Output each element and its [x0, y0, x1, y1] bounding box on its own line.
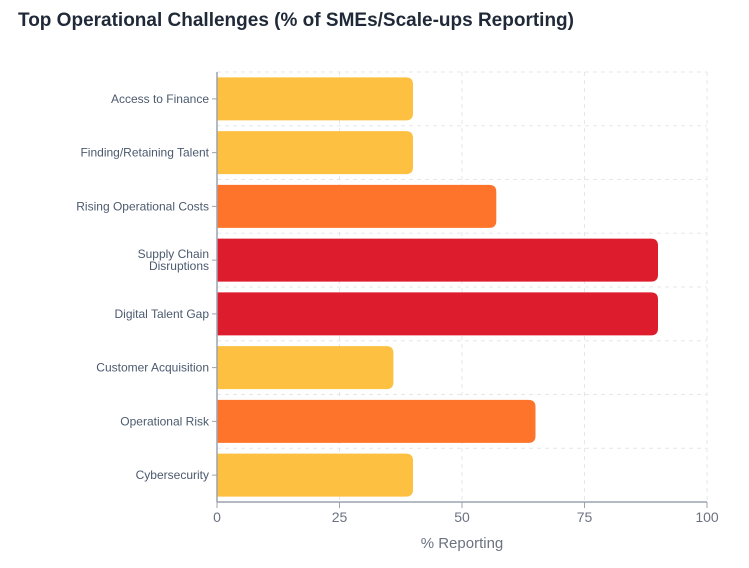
- chart-title: Top Operational Challenges (% of SMEs/Sc…: [18, 10, 574, 31]
- y-tick-labels: Access to Finance Finding/Retaining Talen…: [76, 92, 210, 482]
- y-tick-label: Disruptions: [149, 259, 209, 273]
- y-tick-label: Operational Risk: [120, 414, 210, 428]
- bar: [217, 453, 413, 497]
- bar: [217, 238, 658, 282]
- grid-lines: [217, 71, 708, 503]
- y-tick-label: Finding/Retaining Talent: [80, 146, 209, 160]
- y-tick-label: Access to Finance: [111, 92, 209, 106]
- x-tick-label: 50: [454, 509, 470, 525]
- x-tick-label: 0: [213, 509, 221, 525]
- bar: [217, 292, 658, 336]
- y-tick-label: Cybersecurity: [136, 468, 209, 482]
- y-tick-label: Customer Acquisition: [96, 361, 209, 375]
- bar: [217, 399, 536, 443]
- x-tick-label: 75: [577, 509, 593, 525]
- x-axis-label: % Reporting: [421, 535, 504, 552]
- x-tick-label: 25: [332, 509, 348, 525]
- y-tick-label: Supply Chain: [138, 247, 209, 261]
- bar: [217, 77, 413, 121]
- x-tick-labels: 0 25 50 75 100: [213, 509, 719, 525]
- bar: [217, 131, 413, 175]
- bar: [217, 184, 497, 228]
- x-tick-label: 100: [695, 509, 719, 525]
- bars: [217, 77, 658, 497]
- y-tick-label: Rising Operational Costs: [76, 199, 209, 213]
- bar: [217, 346, 394, 390]
- axes: [212, 72, 708, 508]
- y-tick-label: Digital Talent Gap: [115, 307, 210, 321]
